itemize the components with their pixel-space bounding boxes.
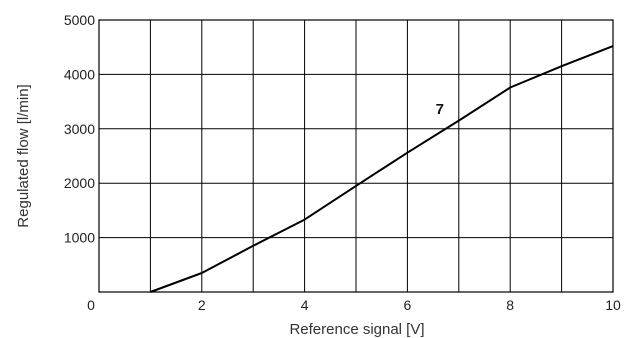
plot-frame — [98, 19, 614, 293]
x-axis-title: Reference signal [V] — [289, 321, 424, 338]
y-tick-label: 3000 — [64, 121, 95, 137]
x-tick-label: 10 — [605, 297, 621, 313]
y-tick-label: 4000 — [64, 66, 95, 82]
x-tick-label: 2 — [198, 297, 206, 313]
y-tick-labels: 1000 2000 3000 4000 5000 — [64, 12, 95, 246]
x-tick-label: 6 — [404, 297, 412, 313]
y-axis-title: Regulated flow [l/min] — [15, 84, 32, 227]
y-tick-label: 1000 — [64, 230, 95, 246]
series-label: 7 — [436, 101, 444, 118]
y-tick-label: 5000 — [64, 12, 95, 28]
y-tick-label: 2000 — [64, 175, 95, 191]
x-tick-label: 0 — [87, 297, 95, 313]
x-tick-label: 4 — [301, 297, 309, 313]
series-lines: 7 — [150, 45, 614, 293]
x-tick-label: 8 — [506, 297, 514, 313]
plot-border — [98, 19, 614, 293]
x-tick-labels: 0 2 4 6 8 10 — [87, 297, 621, 313]
series-line — [150, 45, 614, 293]
grid-lines — [99, 20, 613, 292]
